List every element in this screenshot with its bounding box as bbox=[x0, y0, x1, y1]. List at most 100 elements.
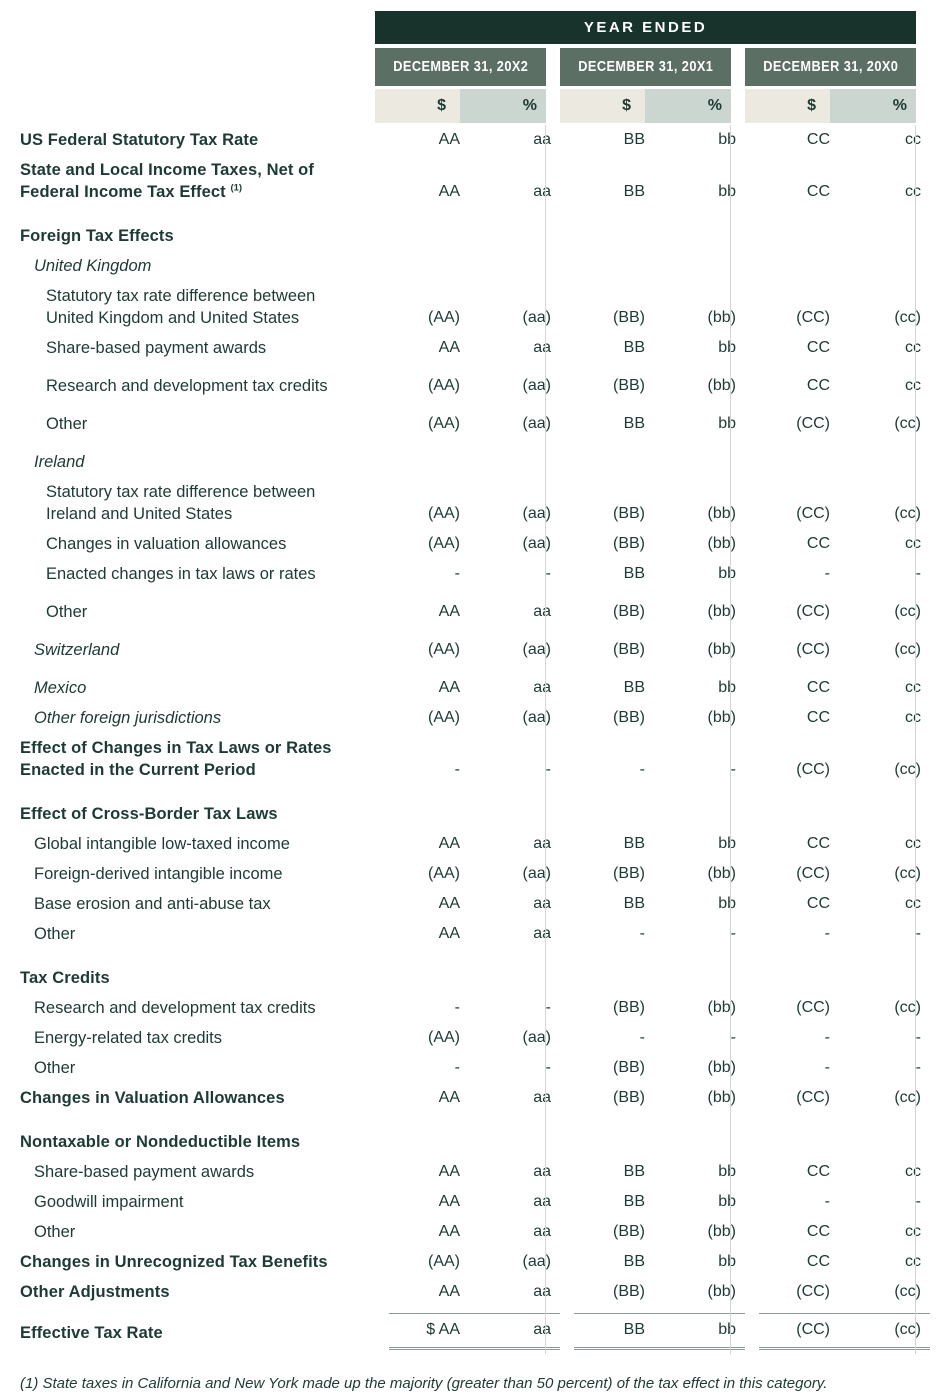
table-row: Effective Tax Rate $ AA aa BB bb (CC) (cc) bbox=[20, 1309, 945, 1354]
row-label: Foreign Tax Effects bbox=[20, 227, 174, 245]
percent-cell-20x0: (cc) bbox=[894, 1089, 921, 1106]
dollar-cell-20x0: CC bbox=[806, 535, 830, 552]
percent-cell-20x1: bb bbox=[718, 1253, 736, 1270]
dollar-cell-20x1: - bbox=[639, 1029, 645, 1046]
dollar-cell-20x2: - bbox=[454, 1059, 460, 1076]
percent-cell-20x0: cc bbox=[905, 679, 921, 696]
table-body: US Federal Statutory Tax Rate AA aa BB bb CC c… bbox=[20, 125, 945, 1354]
period-group-20x0: (CC) (cc) bbox=[759, 1313, 930, 1350]
period-group-20x0: -- bbox=[759, 1191, 930, 1213]
dollar-cell-20x2: (AA) bbox=[428, 1253, 460, 1270]
row-label: Share-based payment awards bbox=[34, 1163, 255, 1181]
dollar-cell-20x0: - bbox=[824, 925, 830, 942]
percent-cell-20x2: aa bbox=[533, 679, 551, 696]
row-label: Other bbox=[34, 1059, 76, 1077]
dollar-cell-20x0: (CC) bbox=[796, 1089, 830, 1106]
row-label: Goodwill impairment bbox=[34, 1193, 184, 1211]
row-label: Mexico bbox=[34, 679, 87, 697]
dollar-cell-20x0: (CC) bbox=[796, 1283, 830, 1300]
period-group-20x0: CC cc bbox=[759, 1251, 930, 1273]
dollar-cell-20x0: (CC) bbox=[796, 999, 830, 1016]
dollar-cell-20x0: CC bbox=[806, 1163, 830, 1180]
dollar-cell-20x2: AA bbox=[438, 339, 460, 356]
period-group-20x2: AA aa bbox=[389, 923, 560, 945]
dollar-cell-20x1: (BB) bbox=[613, 377, 645, 394]
dollar-column-header: $ bbox=[560, 89, 645, 123]
table-row: Enacted changes in tax laws or rates - - BB… bbox=[20, 559, 945, 589]
table-row: Changes in Valuation Allowances AA aa (BB)(… bbox=[20, 1083, 945, 1113]
period-group-20x0: (CC) (cc) bbox=[759, 639, 930, 661]
dollar-cell-20x0: - bbox=[824, 1029, 830, 1046]
percent-cell-20x1: - bbox=[730, 761, 736, 778]
row-label: United Kingdom bbox=[34, 257, 152, 275]
table-row: Other Adjustments AA aa (BB) (bb) (CC) (cc) bbox=[20, 1277, 945, 1307]
period-group-20x1: (BB) (bb) bbox=[574, 1057, 745, 1079]
period-group-20x0: (CC) (cc) bbox=[759, 863, 930, 885]
table-row: Base erosion and anti-abuse tax AA aa BB bb C… bbox=[20, 889, 945, 919]
period-group-20x1: BB bb bbox=[574, 1251, 745, 1273]
percent-cell-20x2: (aa) bbox=[522, 1029, 551, 1046]
percent-cell-20x0: cc bbox=[905, 835, 921, 852]
year-ended-header: YEAR ENDED bbox=[375, 11, 916, 44]
percent-cell-20x0: - bbox=[915, 1059, 921, 1076]
period-group-20x1: BB bb bbox=[574, 413, 745, 435]
percent-cell-20x0: (cc) bbox=[894, 505, 921, 522]
percent-cell-20x2: (aa) bbox=[522, 1253, 551, 1270]
dollar-cell-20x1: BB bbox=[623, 1253, 645, 1270]
dollar-cell-20x2: (AA) bbox=[428, 415, 460, 432]
percent-cell-20x2: - bbox=[545, 999, 551, 1016]
dollar-cell-20x1: (BB) bbox=[613, 535, 645, 552]
row-label: US Federal Statutory Tax Rate bbox=[20, 131, 259, 149]
dollar-cell-20x1: BB bbox=[623, 415, 645, 432]
percent-cell-20x2: (aa) bbox=[522, 415, 551, 432]
percent-cell-20x1: (bb) bbox=[707, 1089, 736, 1106]
dollar-cell-20x0: CC bbox=[806, 1253, 830, 1270]
table-row: Statutory tax rate difference between Un… bbox=[20, 281, 945, 333]
period-group-20x1: BB bb bbox=[574, 677, 745, 699]
period-group-20x2: AA aa bbox=[389, 1221, 560, 1243]
period-group-20x1: BB bb bbox=[574, 129, 745, 151]
table-row: Statutory tax rate difference between Ir… bbox=[20, 477, 945, 529]
dollar-cell-20x2: AA bbox=[438, 1223, 460, 1240]
percent-cell-20x0: cc bbox=[905, 183, 921, 200]
dollar-cell-20x1: BB bbox=[623, 339, 645, 356]
period-header-label: DECEMBER 31, 20X2 bbox=[392, 59, 529, 75]
percent-cell-20x2: - bbox=[545, 565, 551, 582]
dollar-cell-20x0: CC bbox=[806, 679, 830, 696]
subcolumns-20x0: $ % bbox=[745, 89, 916, 123]
percent-cell-20x0: cc bbox=[905, 535, 921, 552]
period-group-20x0: CC cc bbox=[759, 707, 930, 729]
period-group-20x0: CC cc bbox=[759, 337, 930, 359]
table-row: Ireland bbox=[20, 447, 945, 477]
table-row: Other (AA) (aa) BB bb (CC) (cc) bbox=[20, 409, 945, 439]
period-group-20x1: (BB) (bb) bbox=[574, 307, 745, 329]
table-row: Foreign-derived intangible income (AA) (aa… bbox=[20, 859, 945, 889]
percent-cell-20x2: (aa) bbox=[522, 865, 551, 882]
period-group-20x0: CC cc bbox=[759, 533, 930, 555]
dollar-column-header: $ bbox=[375, 89, 460, 123]
period-group-20x0: -- bbox=[759, 923, 930, 945]
percent-cell-20x1: bb bbox=[718, 679, 736, 696]
period-group-20x0: CC cc bbox=[759, 181, 930, 203]
percent-cell-20x2: - bbox=[545, 761, 551, 778]
percent-cell-20x2: aa bbox=[533, 1193, 551, 1210]
row-label: Share-based payment awards bbox=[46, 339, 267, 357]
percent-cell-20x2: aa bbox=[533, 1321, 551, 1338]
percent-cell-20x0: cc bbox=[905, 709, 921, 726]
percent-cell-20x1: bb bbox=[718, 415, 736, 432]
subcolumns-20x2: $ % bbox=[375, 89, 546, 123]
percent-cell-20x0: (cc) bbox=[894, 999, 921, 1016]
row-label: Effect of Changes in Tax Laws or Rates E… bbox=[20, 739, 332, 779]
period-group-20x0: (CC) (cc) bbox=[759, 503, 930, 525]
dollar-cell-20x2: (AA) bbox=[428, 309, 460, 326]
dollar-cell-20x1: (BB) bbox=[613, 1089, 645, 1106]
period-group-20x2: (AA) (aa) bbox=[389, 1027, 560, 1049]
dollar-cell-20x2: AA bbox=[438, 183, 460, 200]
percent-cell-20x0: - bbox=[915, 1193, 921, 1210]
dollar-cell-20x1: - bbox=[639, 761, 645, 778]
dollar-cell-20x2: - bbox=[454, 565, 460, 582]
period-header-20x2: DECEMBER 31, 20X2 bbox=[375, 48, 546, 86]
dollar-cell-20x1: BB bbox=[623, 1163, 645, 1180]
dollar-cell-20x0: CC bbox=[806, 709, 830, 726]
period-group-20x0: (CC) (cc) bbox=[759, 759, 930, 781]
